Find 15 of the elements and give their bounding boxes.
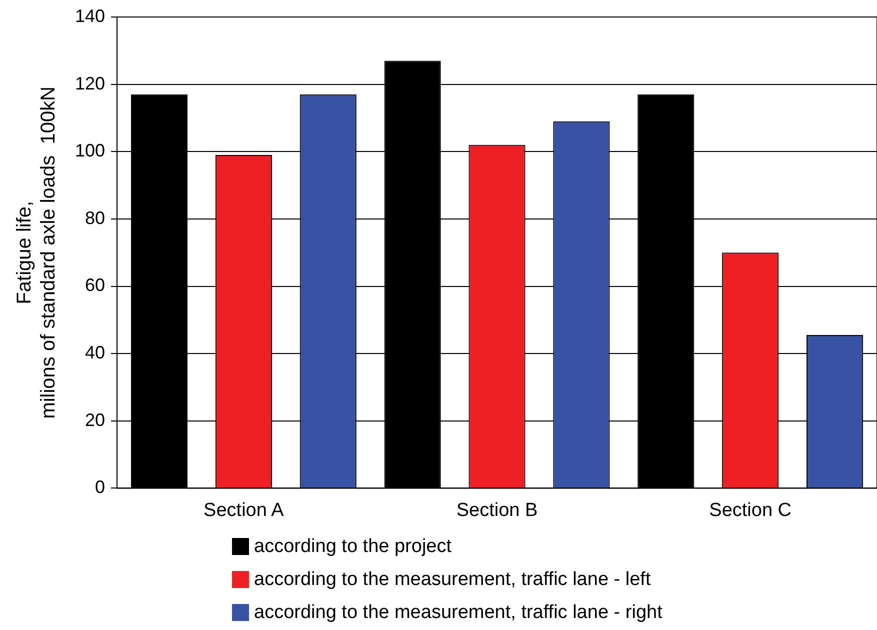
y-tick-label: 40 bbox=[85, 342, 106, 363]
x-tick-label: Section C bbox=[709, 500, 792, 521]
y-tick-label: 120 bbox=[74, 73, 106, 94]
y-tick-label: 20 bbox=[85, 410, 106, 430]
y-tick-label: 0 bbox=[95, 477, 106, 498]
legend-label: according to the project bbox=[254, 535, 452, 559]
legend-label: according to the measurement, traffic lane - right bbox=[254, 601, 662, 625]
y-tick-label: 60 bbox=[85, 275, 106, 296]
legend-label: according to the measurement, traffic lane - left bbox=[254, 568, 651, 592]
y-axis-title: Fatigue life, milions of standard axle loads 100kN bbox=[14, 86, 60, 419]
x-tick-label: Section B bbox=[456, 500, 538, 521]
y-tick-label: 100 bbox=[74, 140, 106, 161]
x-tick-label: Section A bbox=[204, 500, 284, 521]
y-tick-label: 140 bbox=[74, 6, 106, 26]
y-tick-label: 80 bbox=[85, 208, 106, 228]
